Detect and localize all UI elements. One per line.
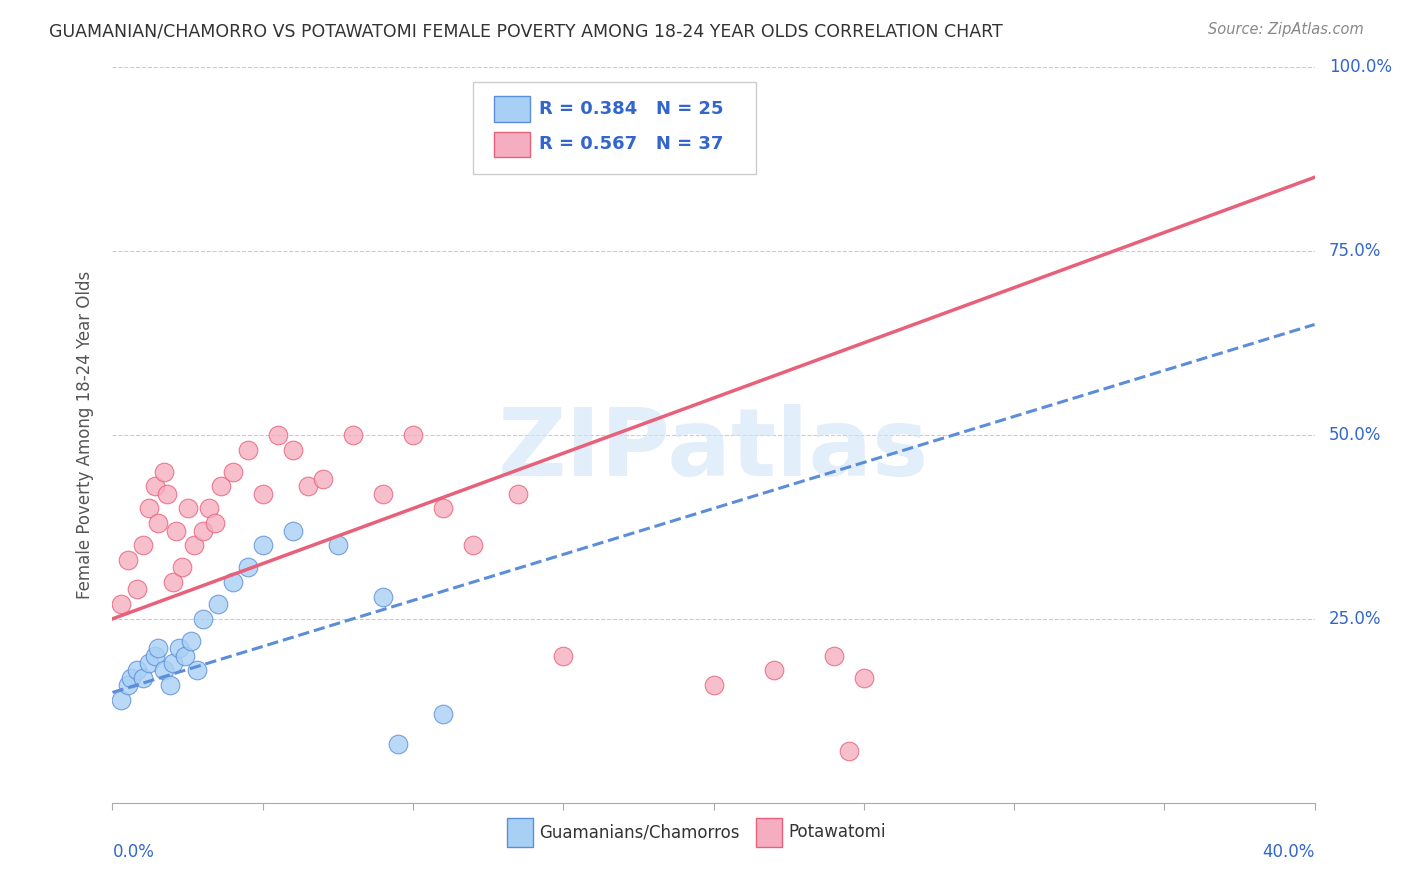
Point: [463, 538, 485, 552]
FancyBboxPatch shape: [472, 81, 755, 174]
Point: [252, 538, 274, 552]
Text: 0.0%: 0.0%: [112, 843, 155, 862]
Point: [236, 560, 259, 574]
Point: [183, 538, 205, 552]
Point: [252, 487, 274, 501]
Point: [236, 442, 259, 457]
Point: [159, 678, 181, 692]
Point: [143, 648, 166, 663]
Point: [117, 553, 139, 567]
Point: [110, 692, 132, 706]
Point: [110, 597, 132, 611]
Point: [281, 524, 304, 538]
Point: [312, 472, 335, 486]
Point: [297, 479, 319, 493]
Text: Guamanians/Chamorros: Guamanians/Chamorros: [540, 823, 740, 841]
Text: 50.0%: 50.0%: [1329, 425, 1382, 444]
Point: [387, 737, 409, 751]
Point: [162, 574, 184, 589]
Point: [204, 516, 226, 530]
Point: [155, 487, 177, 501]
Point: [186, 664, 208, 678]
Point: [143, 479, 166, 493]
Point: [131, 671, 153, 685]
Point: [207, 597, 229, 611]
Point: [120, 671, 142, 685]
Point: [165, 524, 187, 538]
Point: [553, 648, 575, 663]
Point: [191, 524, 214, 538]
Point: [222, 574, 245, 589]
Y-axis label: Female Poverty Among 18-24 Year Olds: Female Poverty Among 18-24 Year Olds: [76, 271, 94, 599]
Point: [197, 501, 219, 516]
Point: [209, 479, 232, 493]
Text: Source: ZipAtlas.com: Source: ZipAtlas.com: [1208, 22, 1364, 37]
Text: 40.0%: 40.0%: [1263, 843, 1315, 862]
Point: [852, 671, 875, 685]
Point: [152, 664, 174, 678]
Point: [146, 641, 169, 656]
Point: [838, 744, 860, 758]
Point: [342, 427, 364, 442]
Point: [371, 487, 394, 501]
Point: [508, 487, 530, 501]
Point: [125, 582, 148, 597]
Bar: [494, 96, 530, 122]
Point: [167, 641, 190, 656]
Point: [170, 560, 193, 574]
Text: R = 0.567   N = 37: R = 0.567 N = 37: [540, 136, 724, 153]
Point: [176, 501, 198, 516]
Point: [191, 612, 214, 626]
Point: [267, 427, 290, 442]
Text: 25.0%: 25.0%: [1329, 610, 1382, 628]
Point: [281, 442, 304, 457]
Bar: [494, 132, 530, 157]
Point: [125, 664, 148, 678]
Text: GUAMANIAN/CHAMORRO VS POTAWATOMI FEMALE POVERTY AMONG 18-24 YEAR OLDS CORRELATIO: GUAMANIAN/CHAMORRO VS POTAWATOMI FEMALE …: [49, 22, 1002, 40]
Point: [823, 648, 845, 663]
Text: R = 0.384   N = 25: R = 0.384 N = 25: [540, 100, 724, 118]
Bar: [755, 818, 782, 847]
Point: [432, 501, 454, 516]
Point: [152, 465, 174, 479]
Point: [432, 707, 454, 722]
Point: [131, 538, 153, 552]
Text: ZIPatlas: ZIPatlas: [498, 403, 929, 496]
Point: [326, 538, 349, 552]
Text: 100.0%: 100.0%: [1329, 58, 1392, 76]
Point: [371, 590, 394, 604]
Point: [222, 465, 245, 479]
Point: [703, 678, 725, 692]
Point: [146, 516, 169, 530]
Bar: [506, 818, 533, 847]
Point: [402, 427, 425, 442]
Point: [138, 501, 160, 516]
Point: [180, 633, 202, 648]
Point: [117, 678, 139, 692]
Text: 75.0%: 75.0%: [1329, 242, 1382, 260]
Text: Potawatomi: Potawatomi: [789, 823, 886, 841]
Point: [162, 656, 184, 670]
Point: [762, 664, 785, 678]
Point: [138, 656, 160, 670]
Point: [173, 648, 195, 663]
